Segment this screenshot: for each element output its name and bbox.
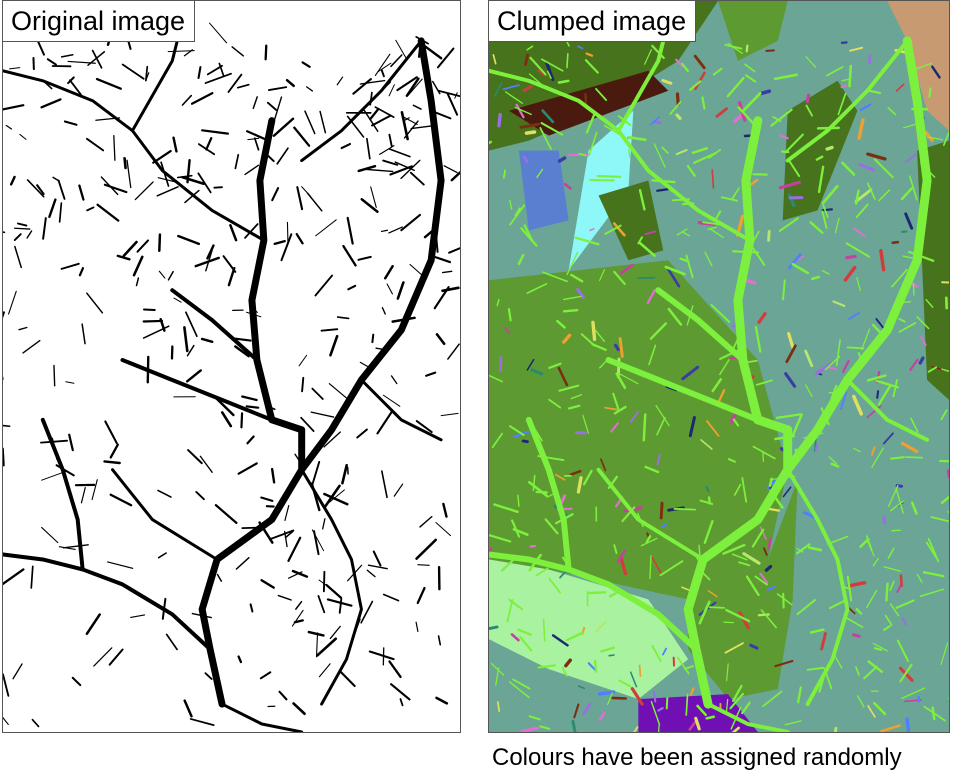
clumped-region-image — [489, 1, 949, 732]
clumped-image-label: Clumped image — [489, 1, 697, 42]
clumped-image-panel: Clumped image — [488, 0, 950, 733]
caption: Colours have been assigned randomly — [492, 744, 902, 771]
original-image-panel: Original image — [2, 0, 461, 733]
original-image-label: Original image — [3, 1, 196, 42]
original-channel-image — [3, 1, 460, 732]
